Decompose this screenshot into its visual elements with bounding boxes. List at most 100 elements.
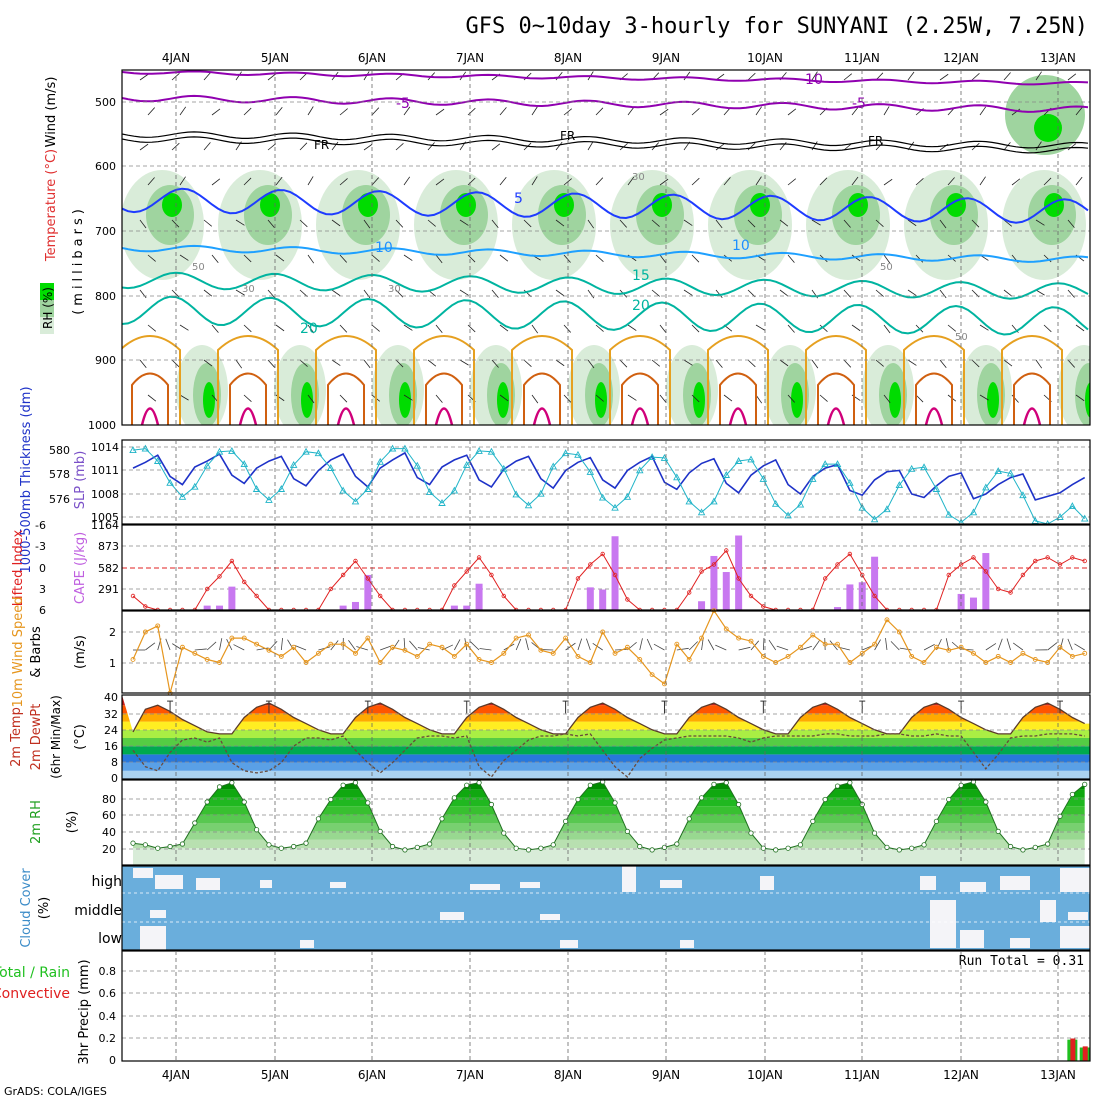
temp-band <box>122 713 1090 722</box>
upper-barb <box>627 106 635 116</box>
upper-barb <box>243 254 252 263</box>
upper-grid <box>122 101 1090 361</box>
upper-barb <box>523 72 532 81</box>
slp-point <box>413 461 422 469</box>
wind-point <box>624 644 630 650</box>
contour-35 <box>924 407 944 425</box>
li-point <box>847 551 853 557</box>
slp-point <box>611 503 619 511</box>
rh-blob-green <box>358 193 378 217</box>
upper-barb <box>851 176 859 186</box>
cloud-gap <box>660 880 682 888</box>
wind-point <box>822 641 828 647</box>
rh-point <box>847 780 853 786</box>
contour-label: 10 <box>732 238 750 254</box>
li-point <box>1008 590 1013 595</box>
cape-bar <box>475 583 483 610</box>
cape-bar <box>364 574 372 610</box>
precip-conv-bar <box>1082 1046 1088 1061</box>
rh-point <box>254 827 260 833</box>
upper-barb <box>363 143 373 151</box>
wind-barb <box>768 639 777 651</box>
wind-point <box>736 635 742 641</box>
upper-barb <box>179 324 189 331</box>
cape-bar <box>216 605 224 610</box>
run-total: Run Total = 0.31 <box>959 954 1084 969</box>
upper-barb <box>659 394 667 404</box>
rh-point <box>946 796 952 803</box>
li-point <box>340 572 346 578</box>
upper-barb <box>203 359 213 367</box>
wind-tick: 1 <box>109 657 116 670</box>
upper-barb <box>915 254 924 263</box>
upper-barb <box>659 178 669 186</box>
li-point <box>600 551 605 557</box>
upper-barb <box>563 324 571 333</box>
rh-point <box>216 784 223 790</box>
upper-panel: 500 600 700 800 900 1000 -10 -5 -5 FR FR… <box>40 69 1091 432</box>
rh-point <box>1032 844 1038 850</box>
wind-barb <box>145 642 156 651</box>
rh-tick: 20 <box>102 843 116 856</box>
rh-point <box>698 795 705 801</box>
rh-band <box>133 806 1085 815</box>
contour-label: -5 <box>396 96 410 112</box>
rh-band <box>133 831 1085 840</box>
upper-barb <box>211 254 219 264</box>
contour-30 <box>719 372 757 425</box>
cloud-gap <box>470 884 500 890</box>
upper-barb <box>523 359 532 367</box>
contour-30 <box>131 372 169 425</box>
precip-tick: 0.4 <box>99 1010 117 1023</box>
upper-barb <box>339 254 347 263</box>
wind-barb <box>464 638 468 651</box>
rh-point <box>711 781 717 787</box>
slp-tick: 1011 <box>91 464 119 477</box>
bottom-day-label: 13JAN <box>1040 1068 1076 1082</box>
rh-blob-green <box>1044 193 1064 217</box>
day-grid <box>175 70 1059 1061</box>
upper-barb <box>939 359 947 369</box>
li-point <box>748 593 754 599</box>
rh-blob-green <box>162 193 182 217</box>
upper-barb <box>819 324 828 332</box>
top-day-label: 4JAN <box>162 51 190 65</box>
ylabel-li: Lifted Index <box>11 529 26 606</box>
rh-blob-low-green <box>693 382 705 418</box>
rh-blob-low-green <box>791 382 803 418</box>
top-day-labels: 4JAN 5JAN 6JAN 7JAN 8JAN 9JAN 10JAN 11JA… <box>162 51 1076 65</box>
upper-barb <box>339 324 348 333</box>
upper-barb <box>563 394 572 403</box>
rh-point <box>871 830 878 836</box>
wind-point <box>748 638 754 644</box>
rh-point <box>562 818 569 824</box>
upper-barb <box>947 177 955 186</box>
upper-barb <box>243 324 252 333</box>
upper-barb <box>491 359 499 368</box>
upper-barb <box>819 177 828 186</box>
cloud-gap <box>330 882 346 888</box>
wind-point <box>365 635 371 641</box>
slp-point <box>586 467 595 475</box>
upper-barb <box>331 219 341 227</box>
wind-barb <box>330 640 339 651</box>
li-point <box>476 555 482 560</box>
thick-tick: 580 <box>49 444 70 457</box>
wind-point <box>550 650 556 656</box>
wind-point <box>847 660 853 665</box>
contour-25 <box>413 335 475 425</box>
upper-barb <box>1035 289 1045 296</box>
slp-point <box>598 493 607 501</box>
rh-band <box>133 848 1085 865</box>
rh-point <box>291 843 297 850</box>
slp-point <box>512 490 520 498</box>
upper-barb <box>307 176 314 186</box>
slp-point <box>907 464 916 472</box>
wind-point <box>315 650 321 656</box>
bottom-day-label: 10JAN <box>747 1068 783 1082</box>
rh-blob-low-green <box>987 382 999 418</box>
wind-barb <box>885 638 888 651</box>
slp-point <box>438 499 446 506</box>
upper-barb <box>979 394 989 401</box>
upper-barb <box>147 254 156 262</box>
